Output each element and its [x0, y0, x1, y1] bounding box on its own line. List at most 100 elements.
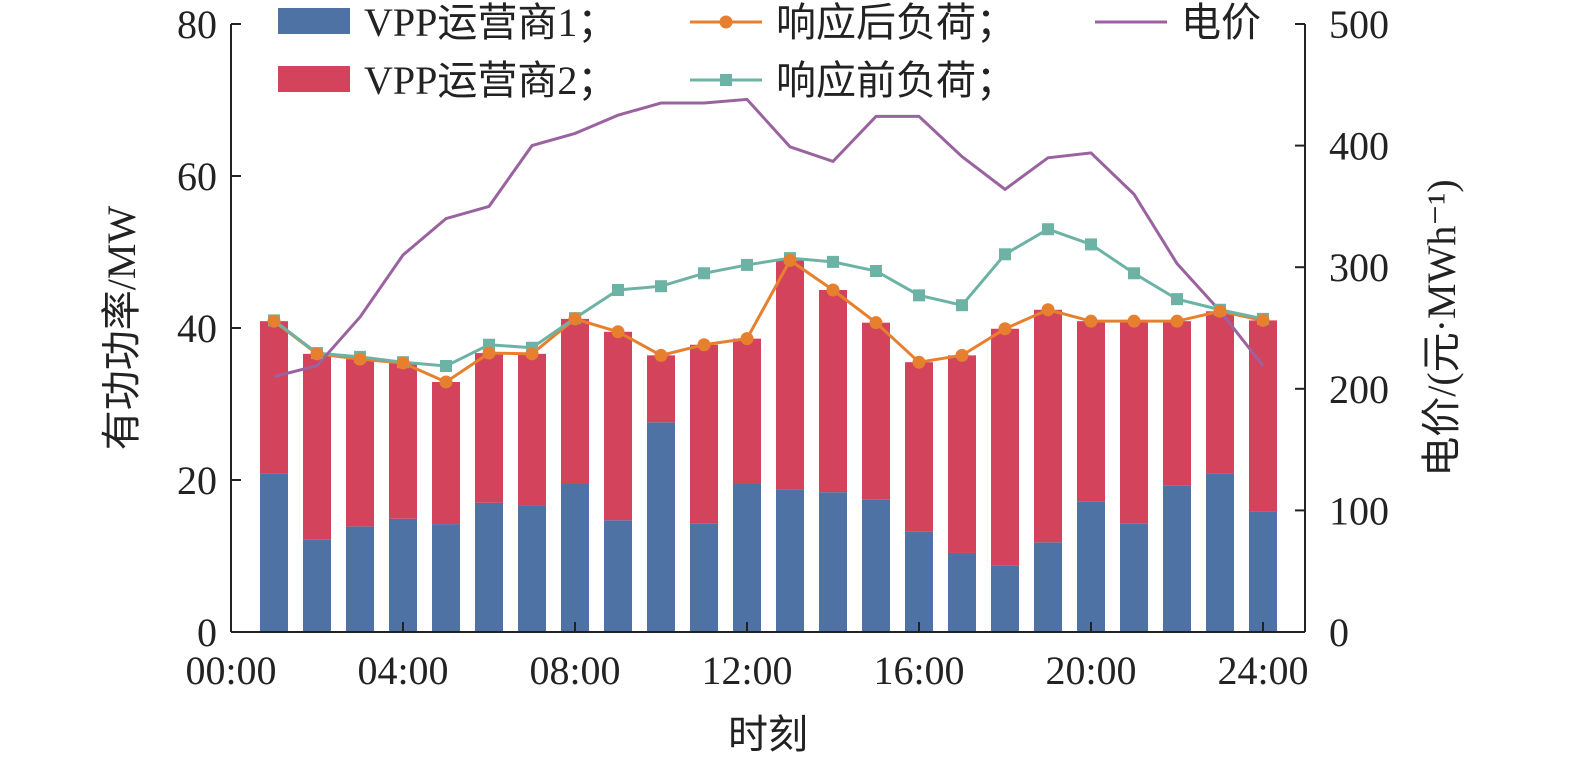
x-axis-label: 时刻: [728, 712, 808, 757]
bar-vpp1: [561, 483, 589, 632]
y2-tick-label: 400: [1329, 124, 1389, 169]
bar-vpp2: [948, 355, 976, 553]
bar-vpp2: [1120, 321, 1148, 524]
marker-before-response: [1042, 223, 1054, 236]
bar-vpp1: [604, 520, 632, 632]
x-tick-label: 04:00: [357, 648, 448, 693]
bar-vpp1: [1206, 473, 1234, 632]
marker-after-response: [353, 352, 367, 366]
marker-after-response: [955, 348, 969, 362]
marker-after-response: [826, 283, 840, 297]
lines-layer: [267, 97, 1270, 389]
marker-before-response: [440, 360, 452, 372]
y-tick-label: 40: [177, 306, 217, 351]
legend-marker: [720, 74, 732, 86]
y2-tick-label: 500: [1329, 2, 1389, 47]
y-tick-label: 80: [177, 2, 217, 47]
bar-vpp2: [1163, 321, 1191, 486]
legend-swatch: [278, 8, 350, 34]
x-tick-label: 16:00: [873, 648, 964, 693]
marker-after-response: [998, 322, 1012, 336]
x-tick-label: 20:00: [1045, 648, 1136, 693]
y-tick-label: 20: [177, 458, 217, 503]
x-tick-label: 12:00: [701, 648, 792, 693]
bar-vpp1: [346, 526, 374, 632]
marker-after-response: [439, 375, 453, 389]
bar-vpp1: [518, 505, 546, 632]
bar-vpp2: [1034, 309, 1062, 543]
marker-before-response: [870, 265, 882, 277]
bar-vpp1: [905, 531, 933, 632]
axes: 0 20 40 60 80 0 100 200 300 400 500 00:00 04:00 08:00…: [177, 2, 1389, 693]
legend-swatch: [278, 66, 350, 92]
marker-before-response: [1085, 238, 1097, 251]
bar-vpp1: [1249, 511, 1277, 632]
bar-vpp1: [1163, 485, 1191, 632]
bar-vpp2: [819, 290, 847, 493]
bar-vpp1: [733, 483, 761, 632]
bar-vpp1: [432, 524, 460, 632]
legend-label: 响应后负荷；: [776, 0, 1016, 45]
bar-vpp2: [862, 322, 890, 500]
marker-before-response: [698, 267, 710, 280]
marker-before-response: [956, 299, 968, 312]
bar-vpp1: [1077, 501, 1105, 632]
marker-after-response: [482, 346, 496, 360]
marker-after-response: [396, 356, 410, 370]
bar-vpp1: [776, 489, 804, 632]
bar-vpp2: [1206, 311, 1234, 474]
marker-before-response: [1128, 267, 1140, 280]
legend-label: 电价: [1181, 0, 1261, 45]
marker-after-response: [525, 347, 539, 361]
marker-after-response: [267, 314, 281, 328]
bar-vpp2: [475, 353, 503, 503]
y2-tick-label: 0: [1329, 610, 1349, 655]
marker-after-response: [310, 347, 324, 361]
marker-before-response: [741, 258, 753, 271]
bar-vpp2: [303, 353, 331, 540]
marker-before-response: [913, 289, 925, 302]
bar-vpp1: [991, 565, 1019, 632]
x-tick-label: 24:00: [1217, 648, 1308, 693]
marker-before-response: [827, 255, 839, 268]
bar-vpp2: [733, 338, 761, 484]
marker-after-response: [1127, 314, 1141, 328]
x-tick-label: 00:00: [185, 648, 276, 693]
marker-before-response: [999, 248, 1011, 261]
bar-vpp2: [561, 318, 589, 484]
marker-after-response: [1041, 303, 1055, 317]
legend-label: VPP运营商1；: [364, 0, 617, 45]
bar-vpp1: [475, 502, 503, 632]
line-line-square: [273, 227, 1264, 368]
y-tick-label: 60: [177, 154, 217, 199]
bar-vpp2: [604, 331, 632, 521]
line-line-circle: [273, 258, 1264, 384]
legend-label: 响应前负荷；: [776, 58, 1016, 103]
bar-vpp1: [647, 422, 675, 632]
bar-vpp1: [819, 492, 847, 632]
marker-before-response: [1171, 293, 1183, 306]
bar-vpp2: [1249, 320, 1277, 512]
marker-after-response: [783, 253, 797, 267]
bar-vpp2: [389, 362, 417, 519]
marker-after-response: [568, 312, 582, 326]
bar-vpp2: [647, 355, 675, 423]
legend-marker: [719, 15, 733, 29]
bar-vpp1: [862, 499, 890, 632]
bar-vpp2: [518, 353, 546, 506]
legend: VPP运营商1； VPP运营商2； 响应后负荷； 响应前负荷； 电价: [278, 0, 1261, 103]
bar-vpp2: [690, 344, 718, 524]
bar-vpp2: [776, 260, 804, 490]
bar-vpp2: [432, 381, 460, 525]
marker-after-response: [1256, 313, 1270, 327]
bar-vpp1: [1034, 542, 1062, 632]
bar-vpp1: [690, 523, 718, 632]
bar-vpp1: [303, 539, 331, 632]
marker-after-response: [1213, 304, 1227, 318]
marker-after-response: [869, 316, 883, 330]
marker-after-response: [697, 338, 711, 352]
y-tick-label: 0: [197, 610, 217, 655]
marker-before-response: [612, 284, 624, 296]
y2-axis-label: 电价/(元·MWh⁻¹): [1419, 179, 1464, 477]
